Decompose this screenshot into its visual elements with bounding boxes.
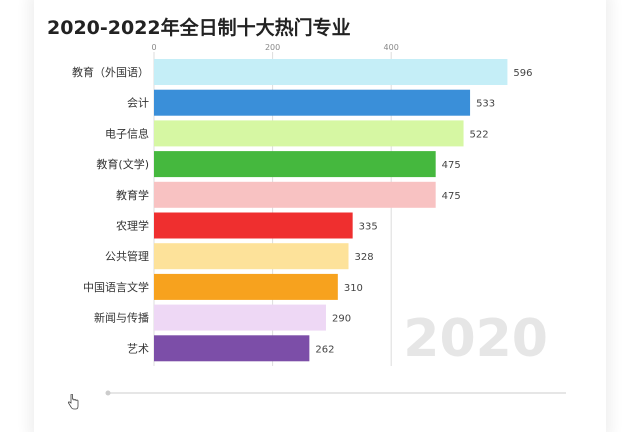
category-label: 公共管理 [105, 249, 149, 263]
bar[interactable] [154, 335, 310, 362]
bar[interactable] [154, 273, 338, 300]
value-label: 335 [359, 222, 378, 233]
x-tick-label: 200 [265, 43, 280, 52]
bar[interactable] [154, 89, 471, 116]
value-label: 533 [476, 99, 495, 110]
value-label: 328 [355, 252, 374, 263]
category-label: 教育（外国语） [72, 65, 149, 79]
category-label: 新闻与传播 [94, 311, 149, 325]
value-label: 596 [513, 68, 532, 79]
category-label: 教育学 [116, 188, 149, 202]
chart-title: 2020-2022年全日制十大热门专业 [47, 17, 351, 39]
timeline-handle[interactable] [105, 390, 111, 396]
value-label: 522 [470, 129, 489, 140]
category-label: 艺术 [127, 342, 149, 355]
value-label: 475 [442, 191, 461, 202]
bar[interactable] [154, 151, 436, 178]
bar[interactable] [154, 181, 436, 208]
x-tick-label: 0 [151, 43, 156, 52]
category-label: 中国语言文学 [83, 280, 149, 294]
value-label: 475 [442, 160, 461, 171]
bar[interactable] [154, 120, 464, 147]
x-tick-label: 400 [384, 43, 399, 52]
value-label: 262 [315, 344, 334, 355]
timeline-slider[interactable] [105, 390, 567, 396]
year-watermark: 2020 [403, 309, 548, 369]
category-label: 会计 [127, 97, 149, 110]
category-label: 电子信息 [105, 126, 149, 140]
category-label: 农理学 [116, 219, 149, 233]
bar[interactable] [154, 304, 326, 331]
category-label: 教育(文学) [96, 157, 149, 171]
bar[interactable] [154, 243, 349, 270]
bar[interactable] [154, 212, 353, 239]
value-label: 310 [344, 283, 363, 294]
value-label: 290 [332, 314, 351, 325]
hand-cursor-icon [67, 394, 79, 410]
bar[interactable] [154, 59, 508, 85]
